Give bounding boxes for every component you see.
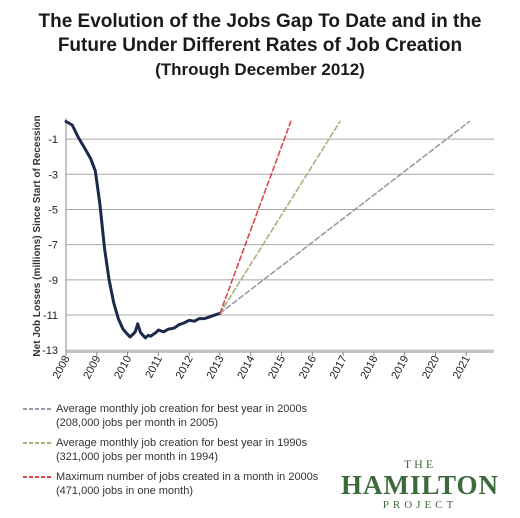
y-tick-label: -11 [43, 310, 58, 322]
series-lines [64, 120, 471, 340]
y-tick-label: -1 [48, 134, 58, 146]
legend-item: Maximum number of jobs created in a mont… [22, 470, 342, 498]
x-tick-label: 2012 [174, 354, 196, 381]
series-line-projection-2 [219, 120, 341, 315]
y-tick-label: -3 [48, 169, 58, 181]
chart-title: The Evolution of the Jobs Gap To Date an… [0, 10, 520, 82]
legend-label: Average monthly job creation for best ye… [56, 403, 308, 429]
x-tick-label: 2010 [112, 354, 134, 381]
x-tick-label: 2016 [297, 354, 319, 381]
legend-swatch-1990s [23, 442, 51, 444]
series-line-projection-1 [219, 120, 471, 315]
x-tick-label: 2015 [266, 354, 288, 381]
y-tick-label: -7 [48, 240, 58, 252]
x-tick-label: 2019 [389, 354, 411, 381]
series-line-projection-3 [219, 120, 292, 315]
chart-subtitle: (Through December 2012) [155, 60, 365, 79]
x-tick-label: 2014 [235, 354, 257, 381]
y-axis-label: Net Job Losses (millions) Since Start of… [32, 115, 43, 356]
axes [65, 118, 494, 356]
hamilton-project-logo: THE HAMILTON PROJECT [340, 457, 500, 512]
x-tick-label: 2017 [328, 354, 350, 381]
y-tick-label: -13 [42, 345, 58, 357]
x-tick-label: 2011 [143, 354, 165, 381]
legend-label: Maximum number of jobs created in a mont… [56, 471, 319, 497]
legend-label: Average monthly job creation for best ye… [56, 437, 308, 463]
x-tick-label: 2018 [358, 354, 380, 381]
x-tick-label: 2020 [420, 354, 442, 381]
grid [66, 138, 494, 351]
x-tick-label: 2021 [451, 354, 473, 381]
legend-swatch-max [23, 476, 51, 478]
legend: Average monthly job creation for best ye… [22, 402, 342, 504]
legend-swatch-2000s [23, 408, 51, 410]
x-tick-label: 2008 [51, 354, 73, 381]
legend-item: Average monthly job creation for best ye… [22, 402, 342, 430]
y-tick-label: -5 [48, 204, 58, 216]
x-tick-label: 2009 [81, 354, 103, 381]
title-line-2: Future Under Different Rates of Job Crea… [57, 35, 463, 56]
legend-item: Average monthly job creation for best ye… [22, 436, 342, 464]
x-tick-label: 2013 [205, 354, 227, 381]
series-line-actual [64, 120, 222, 340]
title-line-1: The Evolution of the Jobs Gap To Date an… [38, 11, 482, 32]
y-tick-label: -9 [48, 275, 58, 287]
